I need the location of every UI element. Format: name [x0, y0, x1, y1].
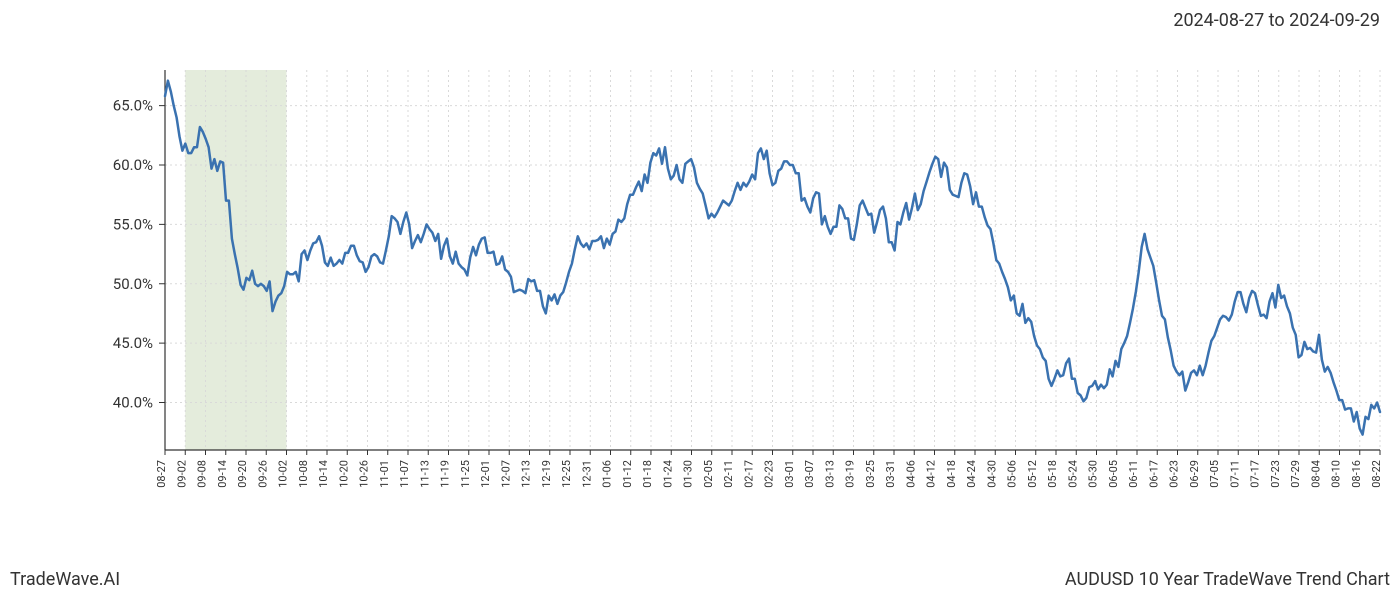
- svg-text:06-23: 06-23: [1168, 460, 1181, 488]
- svg-text:55.0%: 55.0%: [113, 215, 153, 233]
- svg-text:07-23: 07-23: [1269, 460, 1282, 488]
- svg-text:01-06: 01-06: [601, 460, 614, 488]
- svg-text:01-18: 01-18: [641, 460, 654, 488]
- svg-text:10-14: 10-14: [317, 460, 330, 488]
- svg-text:07-17: 07-17: [1249, 460, 1262, 488]
- svg-text:09-08: 09-08: [196, 460, 209, 488]
- svg-text:11-25: 11-25: [459, 460, 472, 488]
- svg-text:50.0%: 50.0%: [113, 275, 153, 293]
- svg-text:12-25: 12-25: [560, 460, 573, 488]
- svg-text:10-20: 10-20: [337, 460, 350, 488]
- svg-text:07-05: 07-05: [1208, 460, 1221, 488]
- svg-text:08-16: 08-16: [1350, 460, 1363, 488]
- date-range-label: 2024-08-27 to 2024-09-29: [1173, 10, 1380, 31]
- svg-text:03-25: 03-25: [864, 460, 877, 488]
- svg-text:12-07: 12-07: [499, 460, 512, 488]
- svg-text:02-05: 02-05: [702, 460, 715, 488]
- svg-text:01-24: 01-24: [661, 460, 674, 488]
- svg-text:06-11: 06-11: [1127, 460, 1140, 488]
- svg-text:06-05: 06-05: [1107, 460, 1120, 488]
- svg-text:08-04: 08-04: [1309, 460, 1322, 488]
- svg-text:45.0%: 45.0%: [113, 334, 153, 352]
- svg-text:11-01: 11-01: [378, 460, 391, 488]
- svg-text:03-07: 03-07: [803, 460, 816, 488]
- svg-text:04-12: 04-12: [925, 460, 938, 488]
- svg-text:10-08: 10-08: [297, 460, 310, 488]
- svg-text:03-31: 03-31: [884, 460, 897, 488]
- svg-text:05-12: 05-12: [1026, 460, 1039, 488]
- svg-text:40.0%: 40.0%: [113, 394, 153, 412]
- svg-text:06-29: 06-29: [1188, 460, 1201, 488]
- chart-title: AUDUSD 10 Year TradeWave Trend Chart: [1065, 569, 1390, 590]
- svg-text:02-11: 02-11: [722, 460, 735, 488]
- svg-text:60.0%: 60.0%: [113, 156, 153, 174]
- svg-text:03-19: 03-19: [844, 460, 857, 488]
- svg-text:05-30: 05-30: [1087, 460, 1100, 488]
- svg-text:02-17: 02-17: [742, 460, 755, 488]
- svg-text:11-07: 11-07: [398, 460, 411, 488]
- svg-text:01-30: 01-30: [682, 460, 695, 488]
- brand-label: TradeWave.AI: [10, 569, 120, 590]
- svg-text:01-12: 01-12: [621, 460, 634, 488]
- svg-text:05-06: 05-06: [1006, 460, 1019, 488]
- svg-text:03-01: 03-01: [783, 460, 796, 488]
- svg-text:07-11: 07-11: [1228, 460, 1241, 488]
- svg-text:08-22: 08-22: [1370, 460, 1383, 488]
- svg-text:11-13: 11-13: [418, 460, 431, 488]
- svg-text:65.0%: 65.0%: [113, 97, 153, 115]
- svg-text:09-20: 09-20: [236, 460, 249, 488]
- svg-text:04-24: 04-24: [965, 460, 978, 488]
- svg-text:09-02: 09-02: [175, 460, 188, 488]
- svg-text:10-26: 10-26: [358, 460, 371, 488]
- svg-text:10-02: 10-02: [277, 460, 290, 488]
- svg-text:09-26: 09-26: [256, 460, 269, 488]
- svg-text:12-31: 12-31: [580, 460, 593, 488]
- svg-text:08-27: 08-27: [155, 460, 168, 488]
- svg-text:05-18: 05-18: [1046, 460, 1059, 488]
- svg-text:06-17: 06-17: [1147, 460, 1160, 488]
- svg-text:02-23: 02-23: [763, 460, 776, 488]
- svg-text:09-14: 09-14: [216, 460, 229, 488]
- svg-text:12-01: 12-01: [479, 460, 492, 488]
- svg-text:05-24: 05-24: [1066, 460, 1079, 488]
- line-chart-svg: 40.0% 45.0% 50.0% 55.0% 60.0% 65.0% 08-27 09-02…: [0, 60, 1400, 520]
- svg-text:12-19: 12-19: [540, 460, 553, 488]
- svg-text:03-13: 03-13: [823, 460, 836, 488]
- svg-text:07-29: 07-29: [1289, 460, 1302, 488]
- chart-area: 40.0% 45.0% 50.0% 55.0% 60.0% 65.0% 08-27 09-02…: [0, 60, 1400, 520]
- svg-text:04-18: 04-18: [945, 460, 958, 488]
- svg-text:04-30: 04-30: [985, 460, 998, 488]
- svg-text:12-13: 12-13: [520, 460, 533, 488]
- svg-text:04-06: 04-06: [904, 460, 917, 488]
- svg-text:08-10: 08-10: [1330, 460, 1343, 488]
- svg-text:11-19: 11-19: [439, 460, 452, 488]
